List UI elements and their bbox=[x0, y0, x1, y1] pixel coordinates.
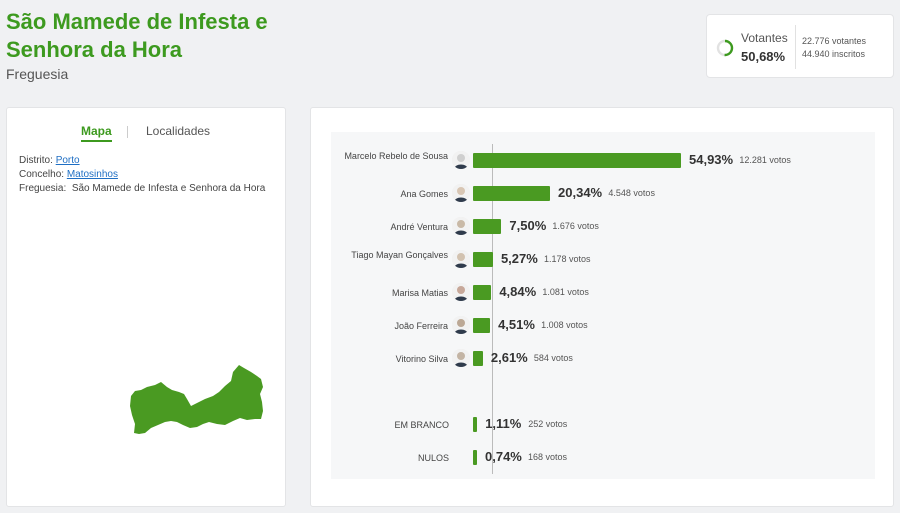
district-link[interactable]: Porto bbox=[55, 155, 80, 166]
municipality-link[interactable]: Matosinhos bbox=[66, 169, 118, 180]
candidate-avatar bbox=[452, 316, 470, 334]
page-subtitle: Freguesia bbox=[6, 66, 69, 82]
result-votes: 1.008 votos bbox=[541, 320, 588, 330]
results-chart: Marcelo Rebelo de Sousa 54,93% 12.281 voto… bbox=[331, 132, 875, 479]
tab-map[interactable]: Mapa bbox=[81, 124, 112, 142]
parish-label: Freguesia: bbox=[19, 183, 67, 194]
parish-name: São Mamede de Infesta e Senhora da Hora bbox=[71, 183, 266, 194]
result-votes: 1.676 votos bbox=[552, 221, 599, 231]
candidate-avatar bbox=[452, 349, 470, 367]
result-votes: 252 votos bbox=[528, 419, 568, 429]
candidate-name: NULOS bbox=[417, 453, 449, 463]
turnout-card: Votantes 50,68% 22.776 votantes 44.940 i… bbox=[706, 14, 894, 78]
result-bar[interactable] bbox=[473, 351, 483, 366]
results-panel: Marcelo Rebelo de Sousa 54,93% 12.281 voto… bbox=[310, 107, 894, 507]
result-votes: 12.281 votos bbox=[739, 155, 791, 165]
result-bar[interactable] bbox=[473, 318, 491, 333]
candidate-name: Vitorino Silva bbox=[395, 354, 448, 364]
candidate-avatar bbox=[452, 250, 470, 268]
result-row: Vitorino Silva 2,61% 584 votos bbox=[331, 344, 875, 374]
result-percent: 4,51% bbox=[498, 317, 535, 332]
result-bar[interactable] bbox=[473, 450, 477, 465]
registered-count: 44.940 inscritos bbox=[802, 49, 866, 59]
turnout-ring-icon bbox=[716, 39, 734, 57]
result-row: Marisa Matias 4,84% 1.081 votos bbox=[331, 278, 875, 308]
candidate-name: André Ventura bbox=[390, 222, 448, 232]
map-tabs: Mapa Localidades bbox=[7, 124, 285, 144]
result-percent: 5,27% bbox=[500, 251, 538, 266]
municipality-label: Concelho: bbox=[19, 169, 65, 180]
candidate-name: Tiago Mayan Gonçalves bbox=[351, 250, 448, 260]
page-title: São Mamede de Infesta e Senhora da Hora bbox=[6, 9, 268, 62]
candidate-avatar bbox=[452, 217, 470, 235]
candidate-avatar bbox=[452, 151, 470, 169]
map-panel: Mapa Localidades Distrito: Porto Concelh… bbox=[6, 107, 286, 507]
result-percent: 0,74% bbox=[485, 449, 522, 464]
candidate-name: Ana Gomes bbox=[400, 189, 448, 199]
voters-count: 22.776 votantes bbox=[802, 36, 867, 46]
result-row: Tiago Mayan Gonçalves 5,27% 1.178 votos bbox=[331, 245, 875, 275]
turnout-label: Votantes bbox=[741, 31, 788, 45]
result-row: Ana Gomes 20,34% 4.548 votos bbox=[331, 179, 875, 209]
result-bar[interactable] bbox=[473, 186, 550, 201]
result-row: Marcelo Rebelo de Sousa 54,93% 12.281 voto… bbox=[331, 146, 875, 176]
result-bar[interactable] bbox=[473, 153, 681, 168]
candidate-avatar bbox=[452, 283, 470, 301]
parish-row: Freguesia: São Mamede de Infesta e Senho… bbox=[19, 183, 265, 194]
chart-axis bbox=[492, 144, 493, 474]
turnout-percent: 50,68% bbox=[741, 49, 786, 64]
tab-places[interactable]: Localidades bbox=[146, 124, 211, 138]
candidate-name: João Ferreira bbox=[394, 321, 448, 331]
result-bar[interactable] bbox=[473, 219, 502, 234]
district-row: Distrito: Porto bbox=[19, 155, 80, 166]
result-percent: 2,61% bbox=[490, 350, 528, 365]
candidate-name: Marcelo Rebelo de Sousa bbox=[344, 151, 448, 161]
parish-map[interactable] bbox=[127, 363, 267, 443]
result-votes: 584 votos bbox=[533, 353, 573, 363]
result-percent: 20,34% bbox=[558, 185, 603, 200]
result-votes: 1.178 votos bbox=[543, 254, 591, 264]
result-votes: 4.548 votos bbox=[608, 188, 655, 198]
turnout-divider bbox=[795, 25, 796, 69]
result-row: NULOS 0,74% 168 votos bbox=[331, 443, 875, 473]
result-bar[interactable] bbox=[473, 252, 493, 267]
result-percent: 1,11% bbox=[485, 416, 522, 431]
municipality-row: Concelho: Matosinhos bbox=[19, 169, 118, 180]
result-percent: 4,84% bbox=[499, 284, 537, 299]
result-bar[interactable] bbox=[473, 285, 492, 300]
result-row: André Ventura 7,50% 1.676 votos bbox=[331, 212, 875, 242]
result-percent: 54,93% bbox=[689, 152, 734, 167]
district-label: Distrito: bbox=[19, 155, 53, 166]
result-row: EM BRANCO 1,11% 252 votos bbox=[331, 410, 875, 440]
result-votes: 1.081 votos bbox=[542, 287, 589, 297]
tab-divider bbox=[127, 126, 128, 138]
candidate-name: EM BRANCO bbox=[394, 420, 449, 430]
result-bar[interactable] bbox=[473, 417, 478, 432]
result-row: João Ferreira 4,51% 1.008 votos bbox=[331, 311, 875, 341]
result-votes: 168 votos bbox=[528, 452, 568, 462]
candidate-avatar bbox=[452, 184, 470, 202]
result-percent: 7,50% bbox=[509, 218, 547, 233]
candidate-name: Marisa Matias bbox=[391, 288, 448, 298]
